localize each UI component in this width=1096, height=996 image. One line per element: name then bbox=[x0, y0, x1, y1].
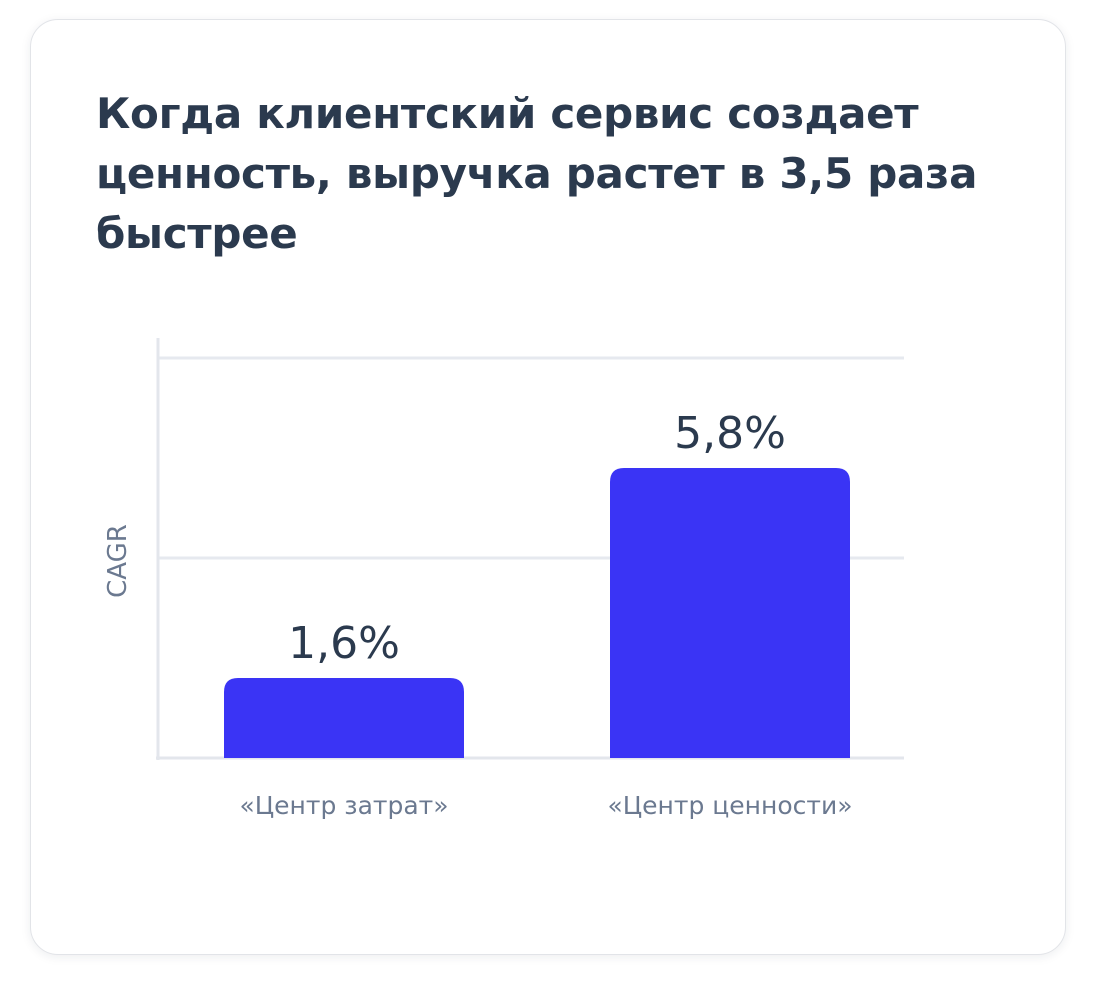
y-axis-label: CAGR bbox=[103, 524, 133, 598]
category-label: «Центр затрат» bbox=[239, 791, 448, 820]
bars bbox=[224, 468, 850, 758]
bar bbox=[610, 468, 850, 758]
value-labels: 1,6% 5,8% bbox=[288, 408, 786, 669]
bar-value-label: 1,6% bbox=[288, 618, 400, 669]
category-labels: «Центр затрат» «Центр ценности» bbox=[239, 791, 852, 820]
chart-title: Когда клиентский сервис создает ценность… bbox=[96, 89, 978, 258]
chart-card bbox=[30, 19, 1066, 955]
bar bbox=[224, 678, 464, 758]
bar-value-label: 5,8% bbox=[674, 408, 786, 459]
category-label: «Центр ценности» bbox=[607, 791, 852, 820]
